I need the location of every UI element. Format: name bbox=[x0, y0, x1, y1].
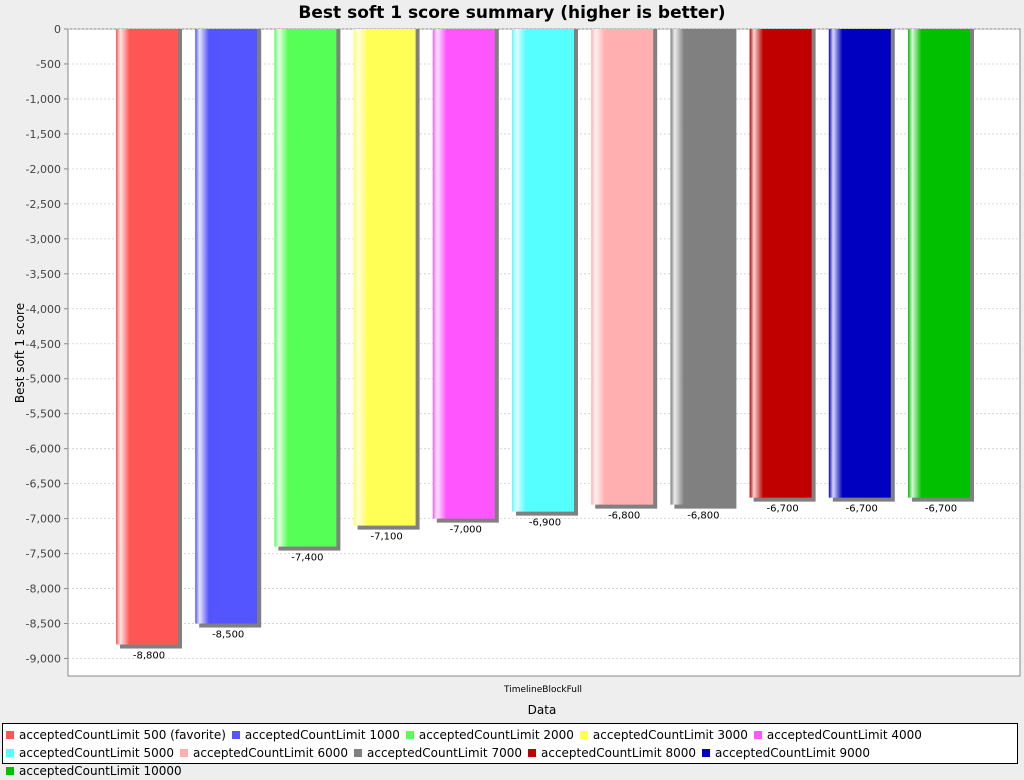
legend-item: acceptedCountLimit 3000 bbox=[579, 726, 748, 744]
legend-item: acceptedCountLimit 5000 bbox=[6, 744, 174, 762]
bar-value-label: -7,000 bbox=[450, 525, 482, 536]
legend-item: acceptedCountLimit 10000 bbox=[6, 762, 182, 780]
y-tick-label: -5,500 bbox=[26, 408, 61, 421]
legend-swatch bbox=[6, 731, 14, 739]
legend-label: acceptedCountLimit 10000 bbox=[19, 764, 182, 778]
y-tick-label: -5,000 bbox=[26, 373, 61, 386]
bar bbox=[512, 29, 574, 512]
y-tick-label: -7,500 bbox=[26, 548, 61, 561]
legend-label: acceptedCountLimit 500 (favorite) bbox=[19, 728, 226, 742]
legend-swatch bbox=[579, 731, 588, 739]
legend-label: acceptedCountLimit 2000 bbox=[418, 728, 574, 742]
legend-label: acceptedCountLimit 8000 bbox=[541, 746, 696, 760]
legend-label: acceptedCountLimit 6000 bbox=[193, 746, 348, 760]
bar-value-label: -6,800 bbox=[608, 511, 640, 522]
bar bbox=[116, 29, 178, 645]
bar bbox=[670, 29, 733, 505]
bar-value-label: -8,800 bbox=[133, 651, 165, 662]
y-tick-label: -3,000 bbox=[26, 233, 61, 246]
bar-value-label: -7,400 bbox=[291, 553, 323, 564]
legend-item: acceptedCountLimit 7000 bbox=[354, 744, 522, 762]
chart-title: Best soft 1 score summary (higher is bet… bbox=[298, 3, 726, 23]
y-tick-label: -7,000 bbox=[26, 513, 61, 526]
bar-value-label: -6,700 bbox=[766, 504, 798, 515]
legend-label: acceptedCountLimit 3000 bbox=[592, 728, 748, 742]
y-tick-label: -1,500 bbox=[26, 128, 61, 141]
bar bbox=[828, 29, 891, 498]
y-tick-label: -4,500 bbox=[26, 338, 61, 351]
bar bbox=[353, 29, 416, 526]
y-tick-label: -3,500 bbox=[26, 268, 61, 281]
bar-value-label: -6,900 bbox=[529, 518, 561, 529]
bar-value-label: -8,500 bbox=[212, 630, 244, 641]
y-tick-label: -6,500 bbox=[26, 478, 61, 491]
bar bbox=[591, 29, 654, 505]
legend-label: acceptedCountLimit 1000 bbox=[244, 728, 400, 742]
legend-swatch bbox=[354, 749, 362, 757]
bar bbox=[749, 29, 812, 498]
y-tick-label: -6,000 bbox=[26, 443, 61, 456]
bar-value-label: -6,700 bbox=[925, 504, 957, 515]
y-tick-label: -9,000 bbox=[26, 653, 61, 666]
y-tick-label: -8,000 bbox=[26, 583, 61, 596]
y-tick-label: -4,000 bbox=[26, 303, 61, 316]
bar bbox=[274, 29, 337, 547]
bar bbox=[908, 29, 970, 498]
bar-chart: 0 -500 -1,000 -1,500 -2,000 -2,500 -3,000 -3,50… bbox=[13, 23, 1021, 717]
legend-swatch bbox=[405, 731, 414, 739]
legend-swatch bbox=[6, 767, 14, 775]
legend: acceptedCountLimit 500 (favorite) accepte… bbox=[2, 723, 1018, 778]
bar-value-label: -6,700 bbox=[846, 504, 878, 515]
legend-swatch bbox=[702, 749, 710, 757]
bar-value-label: -6,800 bbox=[687, 511, 719, 522]
legend-swatch bbox=[180, 749, 188, 757]
legend-item: acceptedCountLimit 9000 bbox=[702, 744, 870, 762]
x-axis-label: Data bbox=[528, 703, 557, 717]
legend-item: acceptedCountLimit 6000 bbox=[180, 744, 348, 762]
legend-item: acceptedCountLimit 8000 bbox=[528, 744, 696, 762]
bar bbox=[432, 29, 495, 519]
legend-label: acceptedCountLimit 9000 bbox=[715, 746, 870, 760]
y-tick-label: -500 bbox=[36, 58, 61, 71]
y-tick-label: 0 bbox=[54, 23, 61, 36]
legend-label: acceptedCountLimit 7000 bbox=[367, 746, 522, 760]
bar-value-label: -7,100 bbox=[370, 532, 402, 543]
legend-swatch bbox=[231, 731, 240, 739]
legend-item: acceptedCountLimit 4000 bbox=[753, 726, 922, 744]
y-tick-label: -2,000 bbox=[26, 163, 61, 176]
legend-item: acceptedCountLimit 2000 bbox=[405, 726, 574, 744]
y-axis-label: Best soft 1 score bbox=[13, 303, 27, 403]
legend-label: acceptedCountLimit 4000 bbox=[766, 728, 922, 742]
x-category-label: TimelineBlockFull bbox=[503, 685, 582, 695]
legend-item: acceptedCountLimit 500 (favorite) bbox=[6, 726, 226, 744]
legend-swatch bbox=[528, 749, 536, 757]
legend-item: acceptedCountLimit 1000 bbox=[231, 726, 400, 744]
legend-swatch bbox=[6, 749, 14, 757]
y-tick-label: -8,500 bbox=[26, 618, 61, 631]
legend-label: acceptedCountLimit 5000 bbox=[19, 746, 174, 760]
bar bbox=[195, 29, 258, 624]
y-tick-label: -1,000 bbox=[26, 93, 61, 106]
y-tick-label: -2,500 bbox=[26, 198, 61, 211]
legend-swatch bbox=[753, 731, 762, 739]
